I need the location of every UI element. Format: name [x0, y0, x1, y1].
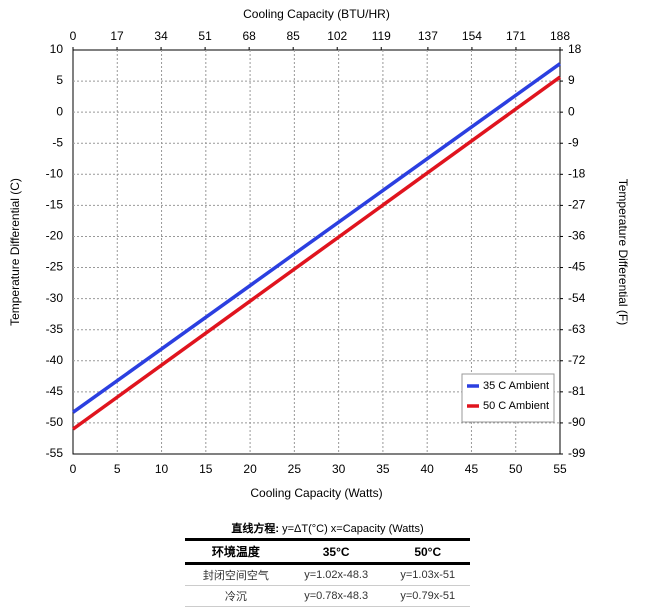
y2-tick-label: 9: [568, 73, 575, 87]
x-tick-label: 0: [70, 462, 77, 476]
y2-tick-label: -27: [568, 198, 586, 212]
y2-tick-label: -81: [568, 384, 586, 398]
table-caption: 直线方程: y=ΔT(°C) x=Capacity (Watts): [185, 518, 470, 541]
y2-tick-label: 18: [568, 42, 582, 56]
x2-tick-label: 17: [110, 29, 124, 43]
y-tick-label: -35: [46, 322, 64, 336]
x-tick-label: 25: [288, 462, 302, 476]
caption: 直线方程: y=ΔT(°C) x=Capacity (Watts): [185, 518, 470, 541]
table-row: 封闭空间空气 y=1.02x-48.3 y=1.03x-51: [185, 563, 470, 586]
cell: 封闭空间空气: [185, 563, 287, 586]
x-tick-label: 45: [465, 462, 479, 476]
y2-tick-label: -9: [568, 135, 579, 149]
series-line: [71, 62, 562, 414]
x2-tick-label: 137: [418, 29, 438, 43]
cell: 35°C: [286, 539, 386, 565]
x2-tick-label: 34: [154, 29, 168, 43]
x2-tick-label: 85: [287, 29, 301, 43]
x-axis-title: Cooling Capacity (Watts): [250, 486, 382, 500]
y2-tick-label: -72: [568, 353, 586, 367]
x2-tick-label: 188: [550, 29, 570, 43]
series-line: [71, 75, 562, 431]
y2-tick-label: 0: [568, 104, 575, 118]
x2-tick-label: 102: [327, 29, 347, 43]
x-tick-label: 55: [553, 462, 567, 476]
table-header: 环境温度 35°C 50°C: [185, 539, 470, 565]
x-tick-label: 30: [332, 462, 346, 476]
y-tick-label: -25: [46, 260, 64, 274]
x-tick-label: 5: [114, 462, 121, 476]
caption-label: 直线方程:: [231, 523, 280, 535]
legend-label: 50 C Ambient: [483, 400, 549, 412]
legend-label: 35 C Ambient: [483, 380, 549, 392]
x2-tick-label: 51: [198, 29, 212, 43]
x-tick-label: 40: [421, 462, 435, 476]
x2-axis-title: Cooling Capacity (BTU/HR): [243, 7, 390, 21]
x-tick-label: 20: [243, 462, 257, 476]
y-tick-label: -45: [46, 384, 64, 398]
cell: 环境温度: [185, 539, 287, 565]
y2-tick-label: -54: [568, 291, 586, 305]
x2-tick-label: 154: [462, 29, 482, 43]
chart: 0 5 10 15 20 25 30 35 40 45 50 550 17 34 51 68 85 102 119 1…: [8, 7, 630, 500]
y-tick-label: -30: [46, 291, 64, 305]
y-tick-label: -55: [46, 446, 64, 460]
cell: y=1.03x-51: [385, 563, 470, 586]
y-tick-label: -5: [52, 135, 63, 149]
equation-table: 直线方程: y=ΔT(°C) x=Capacity (Watts) 环境温度 35…: [185, 518, 470, 607]
x-tick-label: 10: [155, 462, 169, 476]
cell: y=1.02x-48.3: [286, 563, 386, 586]
plot-frame: [72, 49, 561, 455]
y2-tick-label: -99: [568, 446, 586, 460]
x2-tick-label: 0: [70, 29, 77, 43]
y2-tick-label: -45: [568, 260, 586, 274]
y2-tick-label: -18: [568, 166, 586, 180]
cell: y=0.79x-51: [385, 585, 470, 607]
x-tick-label: 50: [509, 462, 523, 476]
x-tick-label: 35: [376, 462, 390, 476]
y-tick-label: -15: [46, 198, 64, 212]
caption-text: y=ΔT(°C) x=Capacity (Watts): [282, 523, 424, 535]
y-axis-title: Temperature Differential (C): [8, 178, 22, 326]
y-tick-label: -50: [46, 415, 64, 429]
y2-axis-title: Temperature Differential (F): [616, 179, 630, 326]
y-tick-label: -40: [46, 353, 64, 367]
y-tick-label: -10: [46, 166, 64, 180]
cell: y=0.78x-48.3: [286, 585, 386, 607]
y2-tick-label: -63: [568, 322, 586, 336]
x2-tick-label: 171: [506, 29, 526, 43]
y-tick-label: 10: [50, 42, 64, 56]
y-tick-label: -20: [46, 229, 64, 243]
legend-box: [461, 373, 555, 423]
y-tick-label: 0: [56, 104, 63, 118]
x-tick-label: 15: [199, 462, 213, 476]
cell: 50°C: [385, 539, 470, 565]
y-tick-label: 5: [56, 73, 63, 87]
y2-tick-label: -90: [568, 415, 586, 429]
table-row: 冷沉 y=0.78x-48.3 y=0.79x-51: [185, 585, 470, 607]
x2-tick-label: 119: [372, 29, 391, 43]
y2-tick-label: -36: [568, 229, 586, 243]
cell: 冷沉: [185, 585, 287, 607]
x2-tick-label: 68: [242, 29, 256, 43]
